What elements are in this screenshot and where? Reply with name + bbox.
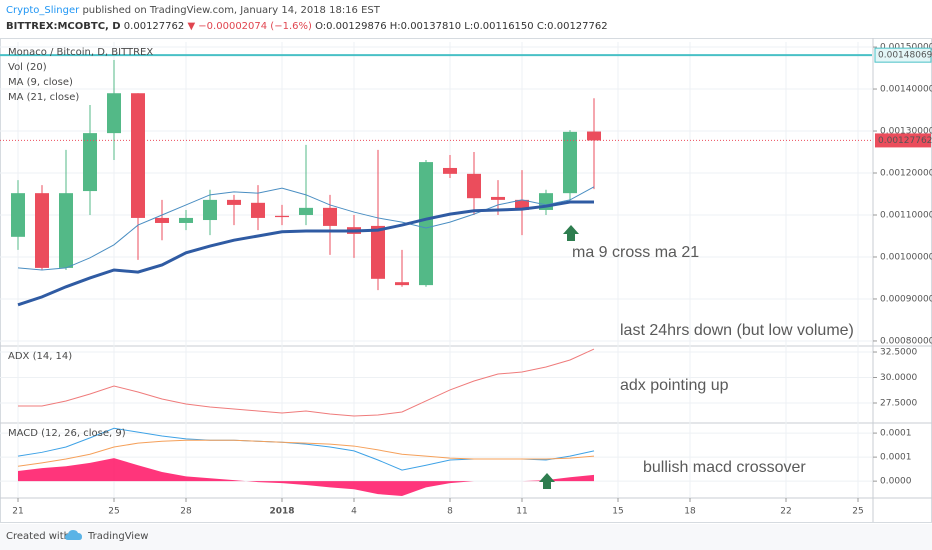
candle-body <box>491 196 505 200</box>
header-line-2: BITTREX:MCOBTC, D 0.00127762 ▼ −0.000020… <box>6 21 608 32</box>
footer-brand[interactable]: TradingView <box>87 531 148 542</box>
line-series <box>18 348 595 417</box>
y-tick-label: 0.00090000 <box>880 294 932 304</box>
candle-body <box>179 217 193 223</box>
header-line-1: Crypto_Slinger published on TradingView.… <box>6 5 381 16</box>
legend-entry: MA (9, close) <box>8 77 73 88</box>
y-tick-label: 0.00080000 <box>880 336 932 346</box>
y-tick-label: 0.0001 <box>880 453 912 463</box>
y-tick-label: 0.00120000 <box>880 169 932 179</box>
line-series <box>17 200 594 307</box>
change: ▼ −0.00002074 (−1.6%) <box>187 21 312 32</box>
price-label: 0.00148069 <box>878 51 932 61</box>
brand-logo <box>65 530 82 540</box>
last-price-box <box>875 133 931 148</box>
y-tick-label: 30.0000 <box>880 373 917 383</box>
candle-body <box>371 225 385 279</box>
price-label-box <box>874 47 932 63</box>
line-series <box>17 439 595 467</box>
candle-body <box>251 202 265 218</box>
ohlc: O:0.00129876 H:0.00137810 L:0.00116150 C… <box>315 21 608 32</box>
x-tick-label: 25 <box>852 507 863 517</box>
y-tick-label: 0.00140000 <box>880 85 932 95</box>
candle-body <box>83 133 97 192</box>
y-tick-label: 0.0000 <box>880 477 912 487</box>
candle-body <box>515 199 529 210</box>
x-tick-label: 11 <box>516 507 527 517</box>
x-tick-label: 8 <box>447 507 453 517</box>
x-tick-label: 22 <box>780 507 791 517</box>
annotation: last 24hrs down (but low volume) <box>620 322 854 339</box>
plot-layer: 21 25 28 2018 4 8 11 15 18 22 25 0.00150000 0.001400… <box>0 42 932 517</box>
arrow-up <box>539 473 555 489</box>
y-tick-label: 0.0001 <box>880 429 912 439</box>
candle-body <box>203 199 217 221</box>
candle-body <box>443 167 457 174</box>
candle-body <box>59 193 73 268</box>
last-price-label: 0.00127762 <box>878 136 932 146</box>
pane-title: ADX (14, 14) <box>8 351 72 362</box>
candle-body <box>323 207 337 226</box>
x-tick-label: 15 <box>612 507 623 517</box>
candle-body <box>587 131 601 141</box>
x-tick-label: 21 <box>12 507 23 517</box>
footer-created: Created with <box>6 531 70 542</box>
footer-bar <box>0 524 932 550</box>
price: 0.00127762 <box>124 21 184 32</box>
y-tick-label: 0.00150000 <box>880 43 932 53</box>
candle-body <box>395 282 409 286</box>
candle-body <box>275 215 289 218</box>
candle-body <box>227 199 241 205</box>
y-tick-label: 27.5000 <box>880 399 917 409</box>
pane-title: MACD (12, 26, close, 9) <box>8 428 126 439</box>
author[interactable]: Crypto_Slinger <box>6 5 80 16</box>
y-tick-label: 0.00100000 <box>880 252 932 262</box>
candle-body <box>155 217 169 223</box>
candle-body <box>467 173 481 199</box>
annotation: adx pointing up <box>620 377 729 394</box>
candle-body <box>563 131 577 194</box>
annotation: bullish macd crossover <box>643 459 806 476</box>
y-tick-label: 0.00130000 <box>880 127 932 137</box>
y-tick-label: 32.5000 <box>880 348 917 358</box>
symbol: BITTREX:MCOBTC, D <box>6 21 121 32</box>
x-tick-label: 2018 <box>269 507 294 517</box>
histogram-area <box>18 458 594 497</box>
y-tick-label: 0.00110000 <box>880 210 932 220</box>
legend-entry: MA (21, close) <box>8 92 79 103</box>
line-series <box>17 186 595 271</box>
candle-body <box>35 193 49 268</box>
candle-body <box>419 162 433 286</box>
x-tick-label: 18 <box>684 507 696 517</box>
candle-body <box>11 193 25 237</box>
pane-title: Monaco / Bitcoin, D, BITTREX <box>8 47 153 58</box>
candle-body <box>299 207 313 215</box>
published: published on TradingView.com, January 14… <box>79 5 380 16</box>
annotation: ma 9 cross ma 21 <box>572 244 699 261</box>
candle-body <box>107 93 121 134</box>
pane-label: Vol (20) <box>8 62 47 73</box>
candle-body <box>131 93 145 218</box>
x-tick-label: 25 <box>108 507 119 517</box>
arrow-up <box>563 225 579 241</box>
x-tick-label: 28 <box>180 507 192 517</box>
x-tick-label: 4 <box>351 507 357 517</box>
